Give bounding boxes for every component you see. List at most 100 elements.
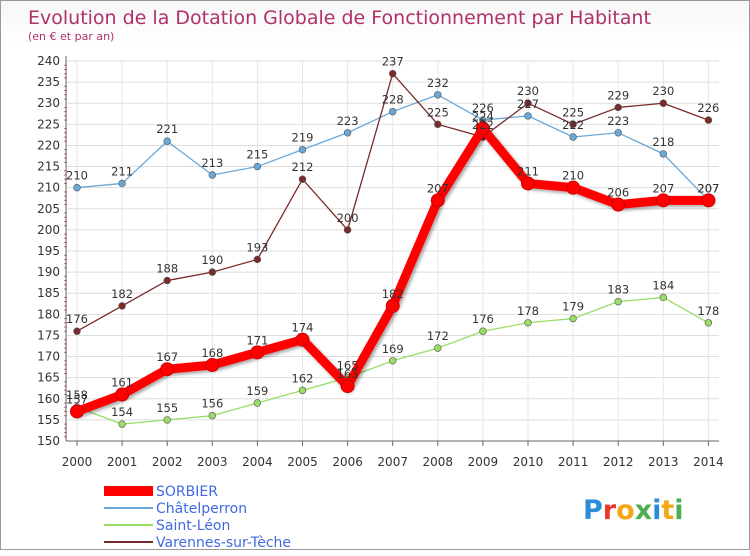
data-point [70, 404, 84, 419]
data-point [569, 120, 577, 129]
data-label: 230 [517, 84, 539, 98]
data-label: 230 [652, 84, 674, 98]
brand-logo: Proxiti [583, 495, 684, 526]
data-point [704, 116, 713, 124]
data-point [611, 197, 626, 212]
data-label: 223 [337, 114, 359, 128]
data-point [521, 176, 535, 191]
data-point [208, 268, 217, 276]
y-tick-label: 170 [37, 350, 60, 364]
data-label: 179 [562, 300, 584, 314]
data-point [340, 379, 355, 394]
data-point [115, 387, 130, 402]
data-point [298, 175, 307, 183]
data-label: 182 [382, 287, 404, 301]
brand-letter: i [652, 495, 661, 526]
data-label: 207 [427, 181, 449, 195]
data-label: 211 [111, 164, 133, 178]
data-label: 207 [652, 181, 674, 195]
brand-letter: o [616, 495, 635, 526]
x-tick-label: 2003 [197, 455, 228, 469]
data-point [343, 226, 352, 234]
data-label: 227 [517, 97, 539, 111]
data-point [163, 416, 171, 424]
data-label: 206 [607, 186, 629, 200]
data-point [389, 107, 397, 116]
chart-subtitle: (en € et par an) [28, 30, 114, 43]
x-tick-label: 2014 [693, 455, 724, 469]
data-label: 225 [427, 105, 449, 119]
data-label: 172 [427, 329, 449, 343]
y-tick-label: 225 [37, 117, 60, 131]
data-point [298, 145, 307, 154]
data-label: 223 [607, 114, 629, 128]
data-label: 229 [607, 88, 629, 102]
y-tick-label: 180 [37, 307, 60, 321]
data-label: 207 [697, 181, 719, 195]
data-point [569, 133, 577, 141]
series-varennes-sur-t-che [73, 69, 713, 335]
legend-label: SORBIER [156, 484, 218, 500]
data-label: 154 [111, 405, 133, 419]
y-tick-label: 205 [37, 202, 60, 216]
data-point [524, 99, 532, 107]
data-label: 222 [562, 118, 584, 132]
data-point [434, 344, 442, 352]
brand-letter: P [583, 495, 603, 526]
data-label: 228 [382, 93, 404, 107]
grid [66, 60, 719, 442]
data-label: 190 [201, 253, 223, 267]
data-point [659, 150, 667, 158]
data-point [659, 293, 667, 302]
data-label: 167 [156, 350, 178, 364]
data-label: 215 [246, 148, 268, 162]
data-point [118, 302, 126, 310]
x-tick-label: 2004 [242, 455, 273, 469]
y-tick-label: 175 [37, 328, 60, 342]
data-label: 221 [156, 122, 178, 136]
data-point [524, 112, 532, 120]
data-label: 232 [427, 76, 449, 90]
data-point [208, 171, 217, 179]
data-point [566, 180, 581, 195]
data-point [434, 120, 442, 129]
data-point [253, 399, 262, 407]
data-label: 174 [292, 321, 314, 335]
data-label: 161 [111, 376, 133, 390]
data-label: 212 [292, 160, 314, 174]
data-label: 219 [292, 131, 314, 145]
data-label: 165 [337, 359, 359, 373]
data-label: 207 [697, 181, 719, 195]
y-tick-label: 155 [37, 413, 60, 427]
x-tick-label: 2001 [107, 455, 138, 469]
brand-letter: t [661, 495, 674, 526]
data-label: 163 [337, 367, 359, 381]
data-point [389, 69, 397, 78]
chart-title: Evolution de la Dotation Globale de Fonc… [28, 7, 651, 29]
x-tick-label: 2012 [603, 455, 634, 469]
y-tick-label: 160 [37, 392, 60, 406]
data-point [614, 129, 622, 137]
y-tick-label: 190 [37, 265, 60, 279]
data-point [295, 332, 310, 347]
data-point [656, 193, 671, 208]
y-tick-label: 210 [37, 181, 60, 195]
data-point [385, 298, 400, 313]
x-tick-label: 2011 [558, 455, 589, 469]
data-label: 158 [66, 388, 88, 402]
data-point [704, 319, 713, 327]
data-point [475, 121, 490, 136]
data-label: 237 [382, 55, 404, 69]
data-label: 182 [111, 287, 133, 301]
data-point [343, 129, 352, 137]
data-point [160, 362, 175, 377]
data-point [250, 345, 265, 360]
data-labels: 157 161 167 168 171 174 163 182 207 224 211 210 206 2… [66, 55, 719, 419]
data-label: 183 [607, 283, 629, 297]
data-point [614, 297, 622, 306]
data-label: 157 [66, 392, 88, 406]
y-tick-label: 200 [37, 223, 60, 237]
brand-text: Proxiti [583, 495, 684, 526]
